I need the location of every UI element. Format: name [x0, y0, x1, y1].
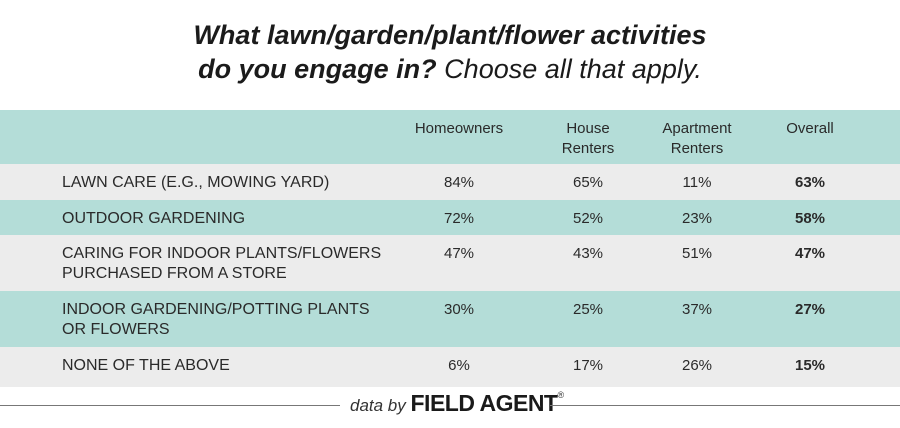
column-header-word: House [566, 120, 610, 137]
row-label-line: OR FLOWERS [62, 321, 170, 338]
cell-value: 11% [682, 174, 712, 191]
column-header: House Renters [543, 119, 633, 159]
cell-value: 17% [572, 357, 604, 374]
cell-value: 72% [443, 210, 475, 227]
footer-divider-right [550, 405, 900, 406]
cell-value: 47% [443, 245, 475, 262]
cell-value: 26% [681, 357, 713, 374]
cell-value: 30% [443, 301, 475, 318]
cell-value: 27% [794, 301, 826, 318]
row-label-line: OUTDOOR GARDENING [62, 210, 246, 227]
field-agent-logo: FIELD AGENT [410, 390, 558, 416]
cell-value: 58% [794, 210, 826, 227]
column-header-word: Renters [670, 140, 724, 157]
column-header-word: Apartment [662, 120, 732, 137]
cell-value: 51% [681, 245, 713, 262]
table-row: NONE OF THE ABOVE 6% 17% 26% 15% [0, 347, 900, 387]
cell-value: 65% [572, 174, 604, 191]
cell-value: 37% [681, 301, 713, 318]
table-body: LAWN CARE (E.G., MOWING YARD) 84% 65% 11% 63… [0, 164, 900, 387]
title-line-2: do you engage in? Choose all that apply. [0, 52, 900, 86]
column-header-word: Renters [561, 140, 615, 157]
row-label: NONE OF THE ABOVE [62, 356, 230, 376]
cell-value: 6% [448, 357, 470, 374]
cell-value: 84% [443, 174, 475, 191]
chart-title: What lawn/garden/plant/flower activities… [0, 18, 900, 86]
cell-value: 52% [572, 210, 604, 227]
table-row: OUTDOOR GARDENING 72% 52% 23% 58% [0, 200, 900, 235]
title-line-1: What lawn/garden/plant/flower activities [193, 20, 707, 50]
column-header: Overall [786, 120, 834, 137]
title-question: do you engage in? [198, 54, 437, 84]
table-row: INDOOR GARDENING/POTTING PLANTS OR FLOWER… [0, 291, 900, 347]
column-header: Apartment Renters [642, 119, 752, 159]
table-row: LAWN CARE (E.G., MOWING YARD) 84% 65% 11% 63… [0, 164, 900, 200]
row-label: LAWN CARE (E.G., MOWING YARD) [62, 173, 329, 193]
cell-value: 25% [572, 301, 604, 318]
table-header: Homeowners House Renters Apartment Renters Ov… [0, 110, 900, 164]
data-by-text: data by [350, 396, 406, 415]
row-label-line: PURCHASED FROM A STORE [62, 265, 287, 282]
cell-value: 23% [681, 210, 713, 227]
results-table: Homeowners House Renters Apartment Renters Ov… [0, 110, 900, 387]
row-label-line: CARING FOR INDOOR PLANTS/FLOWERS [62, 245, 382, 262]
row-label: CARING FOR INDOOR PLANTS/FLOWERS PURCHASE… [62, 244, 381, 284]
column-header: Homeowners [414, 120, 504, 137]
footer-divider-left [0, 405, 340, 406]
footer-credit: data by FIELD AGENT® [350, 390, 564, 417]
row-label-line: LAWN CARE (E.G., MOWING YARD) [62, 174, 330, 191]
cell-value: 47% [794, 245, 826, 262]
row-label-line: NONE OF THE ABOVE [62, 357, 230, 374]
cell-value: 15% [794, 357, 826, 374]
row-label: INDOOR GARDENING/POTTING PLANTS OR FLOWER… [62, 300, 370, 340]
footer: data by FIELD AGENT® [0, 388, 900, 422]
title-instruction: Choose all that apply. [436, 54, 702, 84]
registered-mark: ® [557, 390, 565, 400]
row-label-line: INDOOR GARDENING/POTTING PLANTS [62, 301, 370, 318]
table-row: CARING FOR INDOOR PLANTS/FLOWERS PURCHASE… [0, 235, 900, 291]
cell-value: 43% [572, 245, 604, 262]
row-label: OUTDOOR GARDENING [62, 209, 245, 229]
cell-value: 63% [794, 174, 826, 191]
